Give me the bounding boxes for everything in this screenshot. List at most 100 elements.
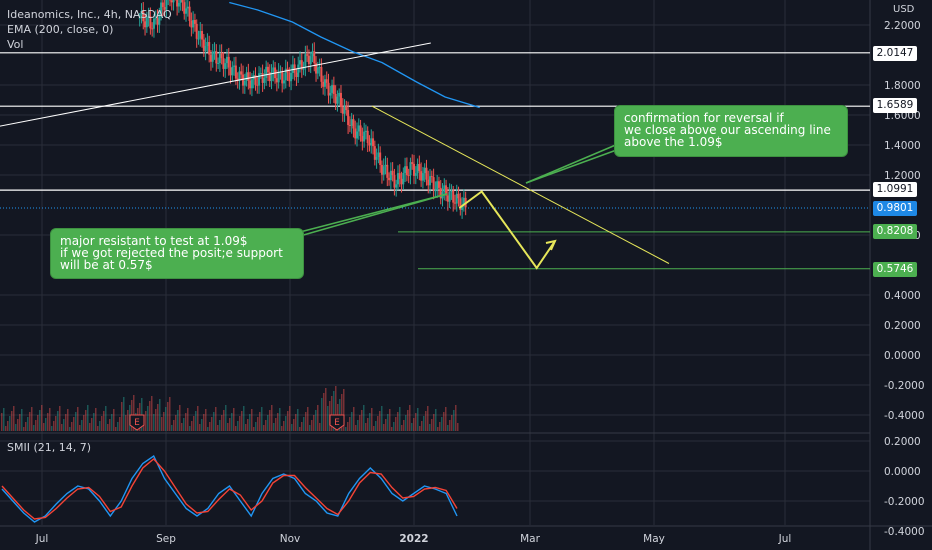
note-right-pointer [525,147,623,184]
candle-body [380,164,383,175]
candle-body [461,205,464,210]
candle-body [348,124,351,126]
volume-bar [407,410,409,431]
earnings-letter: E [334,418,340,428]
volume-bar [379,411,381,431]
note-right[interactable]: confirmation for reversal if we close ab… [614,105,848,157]
volume-bar [123,397,125,431]
price-axis-label: 1.6000 [884,110,921,122]
volume-bar [111,414,113,431]
volume-bar [425,411,427,431]
volume-bar [399,407,401,431]
volume-bar [371,408,373,431]
candle-body [313,51,316,64]
earnings-marker: E [129,414,145,431]
volume-bar [445,407,447,431]
candle-body [329,92,332,96]
oscillator-line [1,454,458,523]
candle-body [185,8,188,14]
candle-body [446,195,449,202]
volume-bar [91,418,93,431]
volume-bar [223,410,225,431]
price-axis-label: 1.2000 [884,170,921,182]
candle-body [443,185,446,193]
volume-bar [349,417,351,431]
price-axis-label: 1.4000 [884,140,921,152]
candle-body [352,119,355,129]
volume-bar [305,412,307,431]
candle-body [142,11,145,22]
volume-bar [221,415,223,431]
candle-body [170,0,173,3]
volume-bar [169,397,171,431]
candle-body [209,54,212,62]
candle-body [309,56,312,65]
candle-body [256,84,259,86]
volume-bar [343,389,345,431]
candle-body [430,176,433,178]
volume-bar [63,419,65,431]
volume-bar [251,409,253,431]
volume-bar [75,412,77,431]
price-axis-label: 0.0000 [884,350,921,362]
volume-bar [283,421,285,431]
candle-body [291,64,294,73]
volume-bar [347,422,349,431]
candle-body [389,170,392,181]
volume-bar [415,413,417,431]
volume-bar [219,420,221,431]
price-tag-level: 2.0147 [873,46,917,61]
volume-bar [313,415,315,431]
candle-body [339,92,342,108]
volume-bar [417,408,419,431]
candle-body [322,81,325,87]
candle-body [391,170,394,176]
candle-body [423,167,426,174]
volume-bar [237,421,239,431]
volume-bar [189,426,191,431]
currency-label[interactable]: USD [893,4,915,15]
volume-bar [373,426,375,431]
volume-bar [37,415,39,431]
candle-body [160,2,163,15]
volume-bar [439,422,441,431]
candle-body [459,198,462,210]
candle-body [152,18,155,29]
volume-bar [187,408,189,431]
volume-bar [179,405,181,431]
volume-bar [413,418,415,431]
candle-body [240,71,243,75]
price-axis-label: 1.8000 [884,80,921,92]
candle-body [299,60,302,65]
volume-bar [185,413,187,431]
candle-body [176,0,179,7]
volume-bar [27,417,29,431]
volume-bar [391,427,393,431]
volume-bar [233,408,235,431]
note-left-line: if we got rejected the posit;e support [60,246,283,260]
volume-bar [47,413,49,431]
volume-bar [191,421,193,431]
volume-bar [7,421,9,431]
candle-body [263,78,266,83]
volume-bar [81,420,83,431]
candle-body [161,2,164,8]
volume-bar [225,405,227,431]
volume-bar [19,414,21,431]
volume-bar [293,419,295,431]
candle-body [393,175,396,188]
note-left-line: major resistant to test at 1.09$ [60,234,248,248]
time-axis-label: Nov [280,533,301,545]
candle-body [404,166,407,173]
volume-bar [35,420,37,431]
note-left[interactable]: major resistant to test at 1.09$ if we g… [50,228,304,279]
earnings-marker: E [329,414,345,431]
candle-body [145,17,148,28]
volume-bar [275,418,277,431]
volume-bar [265,420,267,431]
candle-body [382,166,385,175]
volume-bar [271,405,273,431]
candle-body [361,136,364,142]
price-tag-last: 0.9801 [873,201,917,216]
